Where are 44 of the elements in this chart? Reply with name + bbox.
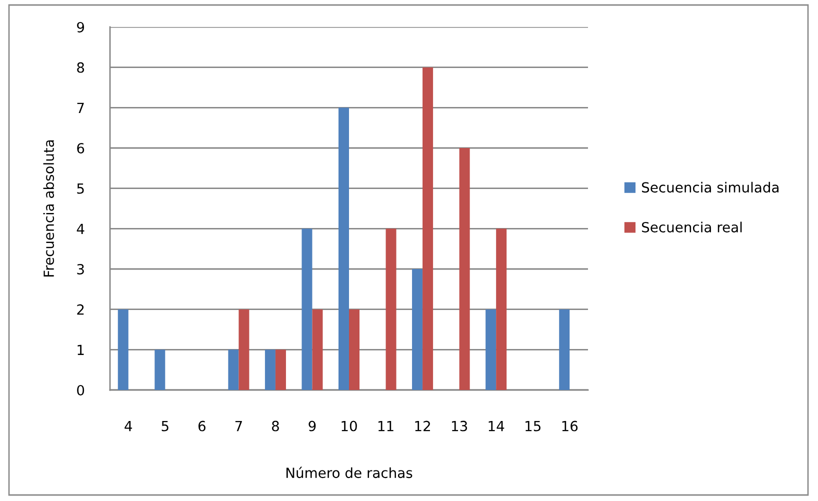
- bar: [486, 309, 496, 390]
- bar: [338, 108, 349, 390]
- bar: [312, 309, 323, 390]
- y-axis-title: Frecuencia absoluta: [43, 140, 54, 277]
- y-tick-label: 6: [77, 142, 84, 154]
- bar: [349, 309, 360, 390]
- bar: [496, 228, 507, 390]
- y-tick-label: 4: [76, 224, 84, 234]
- bar: [154, 350, 166, 390]
- x-tick-label: 4: [124, 420, 132, 432]
- y-tick-label: 7: [77, 102, 84, 113]
- x-tick-label: 5: [162, 420, 168, 432]
- x-tick-label: 11: [378, 420, 394, 432]
- bar: [302, 228, 312, 390]
- bar: [386, 228, 396, 390]
- x-tick-label: 14: [488, 420, 504, 432]
- y-tick-label: 8: [77, 62, 84, 73]
- bar: [118, 309, 128, 390]
- y-tick-label: 0: [77, 384, 84, 396]
- y-tick-label: 9: [77, 22, 84, 32]
- x-tick-label: 6: [198, 420, 206, 432]
- y-tick-label: 5: [77, 183, 84, 194]
- x-tick-label: 9: [308, 420, 316, 432]
- x-tick-label: 13: [452, 420, 468, 432]
- x-tick-label: 12: [415, 420, 430, 432]
- bar: [238, 309, 250, 390]
- y-tick-label: 1: [78, 344, 84, 355]
- x-tick-label: 7: [235, 420, 242, 432]
- x-axis-title: Número de rachas: [286, 466, 412, 478]
- x-tick-label: 15: [526, 420, 540, 432]
- bar: [228, 350, 239, 390]
- legend-label: Secuencia real: [642, 222, 742, 232]
- y-tick-label: 3: [77, 264, 84, 274]
- x-tick-label: 8: [272, 420, 279, 432]
- bar: [422, 67, 434, 390]
- legend-label: Secuencia simulada: [642, 182, 778, 193]
- y-tick-label: 2: [77, 304, 84, 315]
- bar: [275, 350, 286, 390]
- bar: [412, 269, 423, 390]
- bar: [264, 350, 276, 390]
- x-tick-label: 10: [342, 420, 357, 432]
- bar: [459, 148, 470, 390]
- x-tick-label: 16: [562, 420, 578, 432]
- bar: [559, 309, 570, 390]
